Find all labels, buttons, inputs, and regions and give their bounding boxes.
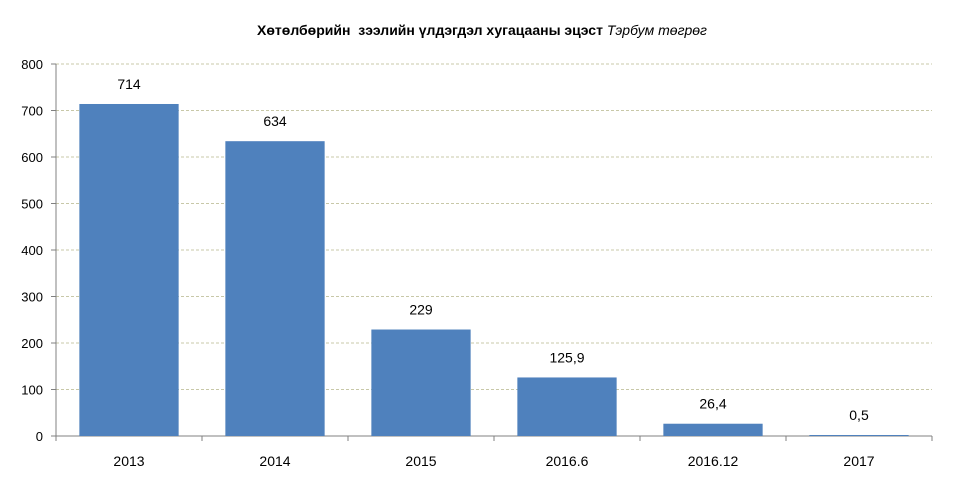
x-tick-label: 2013 (113, 453, 144, 469)
chart-title-text: Хөтөлбөрийн зээлийн үлдэгдэл хугацааны э… (257, 22, 603, 38)
bar (79, 103, 179, 437)
y-tick-label: 400 (21, 243, 43, 258)
bar (809, 435, 909, 436)
y-tick-label: 500 (21, 197, 43, 212)
bar (371, 329, 471, 436)
data-label: 714 (117, 76, 141, 92)
bar (517, 377, 617, 436)
bar (663, 423, 763, 436)
data-label: 125,9 (549, 349, 584, 365)
y-tick-label: 800 (21, 57, 43, 72)
x-tick-label: 2017 (843, 453, 874, 469)
chart-title-unit: Тэрбум төгрөг (606, 22, 707, 38)
y-tick-label: 300 (21, 290, 43, 305)
y-tick-label: 600 (21, 150, 43, 165)
x-tick-label: 2015 (405, 453, 436, 469)
data-label: 0,5 (849, 407, 869, 423)
y-tick-label: 700 (21, 104, 43, 119)
data-label: 229 (409, 302, 433, 318)
x-tick-label: 2016.6 (546, 453, 589, 469)
bar (225, 141, 325, 436)
y-tick-label: 200 (21, 336, 43, 351)
data-label: 634 (263, 113, 287, 129)
x-tick-label: 2016.12 (688, 453, 739, 469)
y-tick-label: 100 (21, 383, 43, 398)
y-tick-label: 0 (36, 429, 43, 444)
data-label: 26,4 (699, 396, 726, 412)
x-tick-label: 2014 (259, 453, 290, 469)
chart-title: Хөтөлбөрийн зээлийн үлдэгдэл хугацааны э… (0, 22, 964, 38)
